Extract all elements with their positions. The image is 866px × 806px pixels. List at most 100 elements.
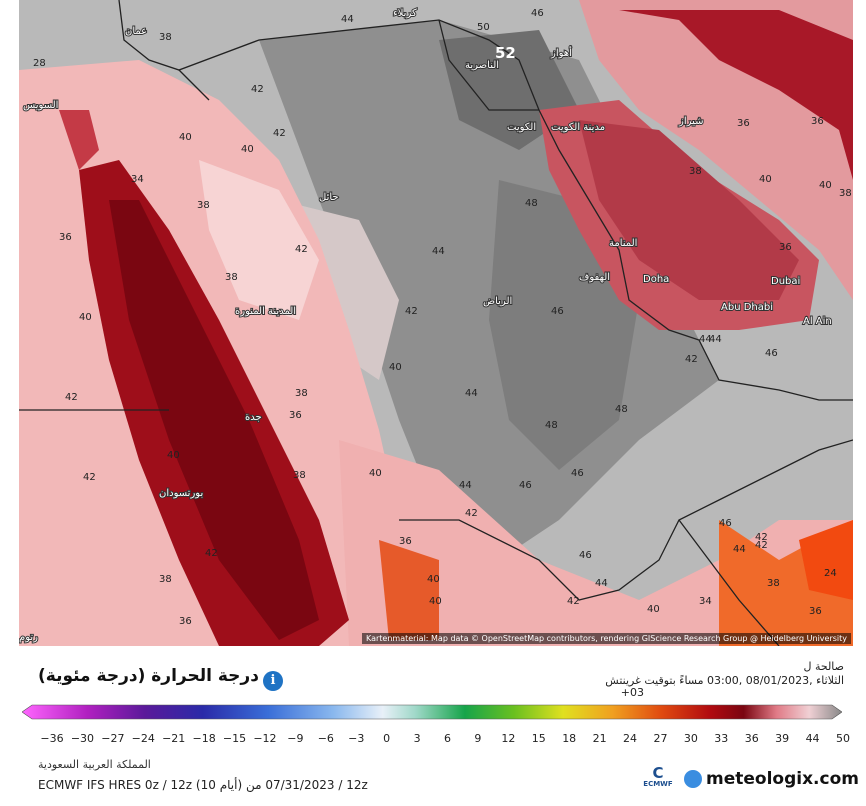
city-label: الرياض	[483, 296, 512, 307]
temp-value: 42	[755, 540, 768, 551]
temp-value: 38	[839, 188, 852, 199]
city-label: عمان	[125, 26, 147, 37]
city-label: مدينة الكويت	[551, 122, 605, 133]
colorbar-tick-label: 18	[562, 732, 577, 745]
temp-value: 40	[241, 144, 254, 155]
temp-value: 40	[179, 132, 192, 143]
temp-value: 46	[519, 480, 532, 491]
temp-value: 34	[699, 596, 712, 607]
colorbar-tick-label: −21	[162, 732, 186, 745]
model-run-label: ECMWF IFS HRES 0z / 12z (10 أيام) 12 / 0…	[38, 778, 368, 792]
temp-value: 44	[459, 480, 472, 491]
city-label: الهفوف	[579, 272, 610, 283]
temp-value: 38	[295, 388, 308, 399]
valid-label: صالحة ل	[803, 660, 844, 673]
colorbar-tick-label: 36	[744, 732, 759, 745]
colorbar-tick-label: −27	[101, 732, 125, 745]
ecmwf-logo-text: ECMWF	[643, 780, 673, 788]
meteologix-icon	[684, 770, 702, 788]
city-label: أهواز	[550, 46, 572, 59]
temp-value: 42	[405, 306, 418, 317]
temp-value: 40	[167, 450, 180, 461]
temp-value: 42	[251, 84, 264, 95]
city-label: Al Ain	[803, 316, 832, 327]
temp-value: 40	[389, 362, 402, 373]
temp-value: 46	[551, 306, 564, 317]
temp-value: 46	[579, 550, 592, 561]
city-label: شيراز	[678, 116, 704, 127]
temp-value: 44	[595, 578, 608, 589]
temp-value: 38	[225, 272, 238, 283]
temp-value: 40	[429, 596, 442, 607]
valid-timezone: +03	[620, 686, 644, 699]
colorbar-tick-label: −9	[287, 732, 304, 745]
city-label: بورتسودان	[159, 488, 203, 499]
temp-value: 40	[427, 574, 440, 585]
temp-value: 24	[824, 568, 837, 579]
colorbar-tick-label: 15	[531, 732, 546, 745]
temp-value: 44	[733, 544, 746, 555]
colorbar-tick-label: −15	[222, 732, 247, 745]
colorbar-tick-label: 39	[775, 732, 790, 745]
temp-value: 36	[737, 118, 750, 129]
region-label: المملكة العربية السعودية	[38, 758, 151, 771]
city-label: رتوم	[19, 632, 38, 643]
city-label: كربلاء	[393, 8, 417, 19]
city-label: Doha	[643, 274, 669, 285]
colorbar-tick-label: −12	[253, 732, 277, 745]
temp-value: 28	[33, 58, 46, 69]
max-temp-value: 52	[495, 44, 516, 62]
colorbar-tick-label: −18	[192, 732, 216, 745]
temp-value: 36	[779, 242, 792, 253]
colorbar-tick-label: −3	[348, 732, 365, 745]
temp-value: 36	[809, 606, 822, 617]
colorbar-tick-label: −36	[40, 732, 64, 745]
temp-value: 40	[759, 174, 772, 185]
colorbar-tick-label: 50	[836, 732, 850, 745]
map-credit[interactable]: Kartenmaterial: Map data © OpenStreetMap…	[361, 633, 851, 644]
temp-value: 40	[79, 312, 92, 323]
city-label: المنامة	[609, 238, 637, 249]
temp-value: 38	[293, 470, 306, 481]
colorbar-tick-label: 3	[413, 732, 421, 745]
legend-panel: درجة الحرارة (درجة مئوية) i صالحة ل الثل…	[0, 646, 866, 806]
logo[interactable]: C ECMWF meteologix.com	[638, 766, 859, 796]
temp-value: 44	[465, 388, 478, 399]
colorbar-tick-label: −30	[70, 732, 95, 745]
temp-value: 44	[709, 334, 722, 345]
colorbar-tick-label: 6	[444, 732, 451, 745]
city-label: Abu Dhabi	[721, 302, 773, 313]
legend-title: درجة الحرارة (درجة مئوية)	[38, 666, 259, 686]
temp-value: 46	[571, 468, 584, 479]
temperature-map[interactable]: 44 50 46 38 28 42 40 42 40 38 36 34 38 4…	[19, 0, 853, 646]
city-label: المدينة المنورة	[235, 306, 296, 317]
temp-value: 44	[432, 246, 445, 257]
info-icon[interactable]: i	[263, 671, 283, 691]
city-label: جدة	[245, 412, 262, 423]
temp-value: 40	[647, 604, 660, 615]
ecmwf-logo: C ECMWF	[638, 766, 678, 789]
temp-value: 48	[545, 420, 558, 431]
temp-value: 48	[615, 404, 628, 415]
temp-value: 40	[819, 180, 832, 191]
temp-value: 38	[197, 200, 210, 211]
city-label: Dubai	[771, 276, 800, 287]
temp-value: 42	[295, 244, 308, 255]
temp-value: 50	[477, 22, 490, 33]
colorbar-tick-label: −6	[317, 732, 334, 745]
temp-value: 42	[567, 596, 580, 607]
colorbar-tick-label: −24	[131, 732, 155, 745]
temp-value: 40	[369, 468, 382, 479]
temperature-colorbar	[21, 704, 843, 720]
colorbar-tick-label: 44	[805, 732, 820, 745]
temp-value: 48	[525, 198, 538, 209]
temp-value: 36	[289, 410, 302, 421]
temp-value: 44	[341, 14, 354, 25]
city-label: حائل	[319, 192, 339, 203]
colorbar-tick-label: 30	[683, 732, 698, 745]
temp-value: 42	[205, 548, 218, 559]
temp-value: 42	[65, 392, 78, 403]
temp-value: 38	[159, 32, 172, 43]
temp-value: 38	[689, 166, 702, 177]
temp-value: 42	[685, 354, 698, 365]
